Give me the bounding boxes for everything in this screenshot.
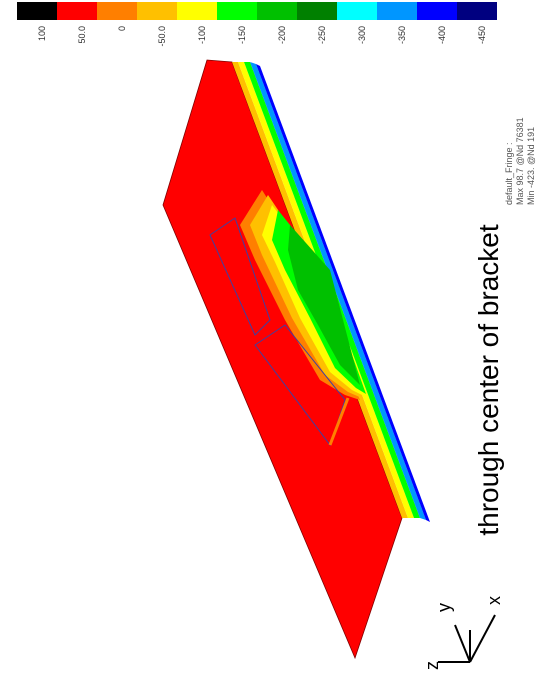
bracket [209,217,271,336]
bracket [254,324,346,447]
axis-label: z [422,661,442,670]
legend-label: -50.0 [157,26,167,47]
band [256,64,430,522]
info-line: default_Fringe : [504,142,514,205]
axis-label: x [484,596,504,605]
legend-label: -450 [477,26,487,44]
legend-label: -200 [277,26,287,44]
axis-label: y [434,603,454,612]
color-legend: 100 50.0 0 -50.0 -100 -150 -200 -250 -300 -350 -40… [17,2,497,47]
legend-swatch [17,2,57,20]
legend-swatch [337,2,377,20]
plate [162,59,403,660]
legend-label: -400 [437,26,447,44]
legend-label: -350 [397,26,407,44]
info-line: Min -423. @Nd 191 [526,127,536,205]
legend-swatch [297,2,337,20]
axis-line [454,624,471,663]
legend-swatch [177,2,217,20]
legend-swatch [217,2,257,20]
triad [438,614,496,663]
model [162,59,430,660]
legend-label: 0 [117,26,127,31]
legend-label: -150 [237,26,247,44]
legend-swatch [257,2,297,20]
band [250,62,426,520]
axis-line [469,614,496,663]
contour [288,225,360,385]
legend-swatch [137,2,177,20]
legend-label: -300 [357,26,367,44]
legend-swatch [377,2,417,20]
legend-swatch [417,2,457,20]
legend-label: 50.0 [77,26,87,44]
legend-swatch [97,2,137,20]
info-line: Max 98.7 @Nd 76381 [515,117,525,205]
legend-label: -250 [317,26,327,44]
caption: through center of bracket [473,224,504,536]
info: default_Fringe : Max 98.7 @Nd 76381 Min -4… [504,117,536,205]
bracket-edge [328,397,350,446]
legend-label: 100 [37,26,47,41]
legend-label: -100 [197,26,207,44]
legend-swatch [57,2,97,20]
legend-swatch [457,2,497,20]
